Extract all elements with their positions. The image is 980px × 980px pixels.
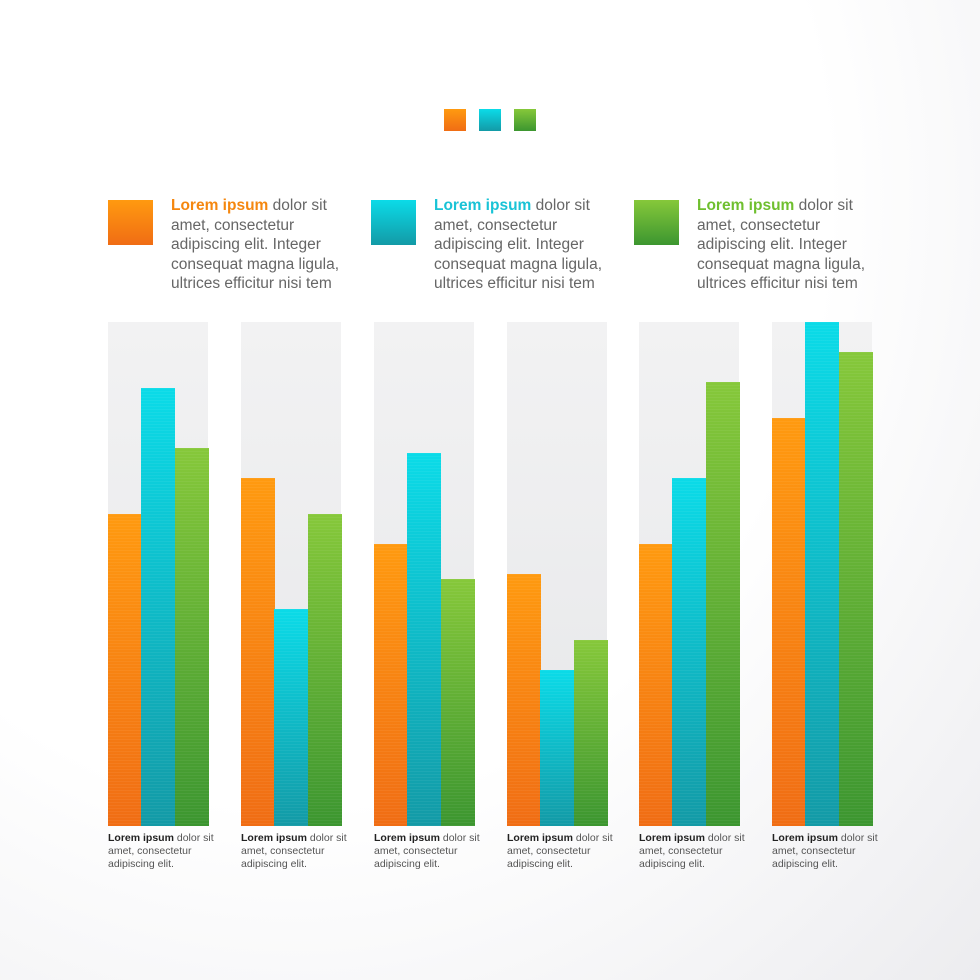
caption-body: dolor sit amet, consectetur adipiscing e… bbox=[772, 832, 878, 870]
cyan-bar bbox=[141, 387, 176, 826]
green-bar bbox=[174, 448, 209, 826]
legend-text: Lorem ipsum dolor sit amet, consectetur … bbox=[434, 196, 624, 294]
green-bar bbox=[838, 352, 873, 826]
legend-title: Lorem ipsum bbox=[171, 197, 269, 214]
caption-body: dolor sit amet, consectetur adipiscing e… bbox=[108, 832, 214, 870]
legend-body: dolor sit amet, consectetur adipiscing e… bbox=[434, 197, 603, 292]
caption-title: Lorem ipsum bbox=[241, 832, 307, 844]
caption-body: dolor sit amet, consectetur adipiscing e… bbox=[507, 832, 613, 870]
legend-text: Lorem ipsum dolor sit amet, consectetur … bbox=[171, 196, 361, 294]
legend-text: Lorem ipsum dolor sit amet, consectetur … bbox=[697, 196, 887, 294]
group-caption: Lorem ipsum dolor sit amet, consectetur … bbox=[374, 832, 486, 871]
group-caption: Lorem ipsum dolor sit amet, consectetur … bbox=[108, 832, 220, 871]
orange-bar bbox=[374, 543, 408, 826]
green-bar bbox=[307, 513, 342, 826]
orange-dot bbox=[444, 109, 466, 131]
caption-title: Lorem ipsum bbox=[772, 832, 838, 844]
cyan-bar bbox=[805, 322, 840, 826]
legend-body: dolor sit amet, consectetur adipiscing e… bbox=[171, 197, 340, 292]
caption-body: dolor sit amet, consectetur adipiscing e… bbox=[639, 832, 745, 870]
caption-title: Lorem ipsum bbox=[108, 832, 174, 844]
group-caption: Lorem ipsum dolor sit amet, consectetur … bbox=[639, 832, 751, 871]
cyan-dot bbox=[479, 109, 501, 131]
orange-bar bbox=[507, 574, 541, 826]
cyan-bar bbox=[407, 453, 442, 826]
legend-swatch-green bbox=[634, 200, 679, 245]
caption-body: dolor sit amet, consectetur adipiscing e… bbox=[241, 832, 347, 870]
green-bar bbox=[440, 579, 475, 826]
orange-bar bbox=[639, 543, 673, 826]
caption-title: Lorem ipsum bbox=[374, 832, 440, 844]
green-bar bbox=[573, 639, 608, 826]
green-bar bbox=[705, 382, 740, 826]
caption-body: dolor sit amet, consectetur adipiscing e… bbox=[374, 832, 480, 870]
top-color-dots bbox=[0, 109, 980, 131]
green-dot bbox=[514, 109, 536, 131]
legend-title: Lorem ipsum bbox=[697, 197, 795, 214]
legend-body: dolor sit amet, consectetur adipiscing e… bbox=[697, 197, 866, 292]
orange-bar bbox=[241, 478, 275, 826]
cyan-bar bbox=[274, 609, 309, 826]
group-caption: Lorem ipsum dolor sit amet, consectetur … bbox=[241, 832, 353, 871]
group-caption: Lorem ipsum dolor sit amet, consectetur … bbox=[772, 832, 884, 871]
legend-swatch-cyan bbox=[371, 200, 416, 245]
orange-bar bbox=[108, 513, 142, 826]
caption-title: Lorem ipsum bbox=[507, 832, 573, 844]
legend-swatch-orange bbox=[108, 200, 153, 245]
caption-title: Lorem ipsum bbox=[639, 832, 705, 844]
cyan-bar bbox=[540, 669, 575, 826]
group-caption: Lorem ipsum dolor sit amet, consectetur … bbox=[507, 832, 619, 871]
orange-bar bbox=[772, 417, 806, 826]
legend-title: Lorem ipsum bbox=[434, 197, 532, 214]
cyan-bar bbox=[672, 478, 707, 826]
